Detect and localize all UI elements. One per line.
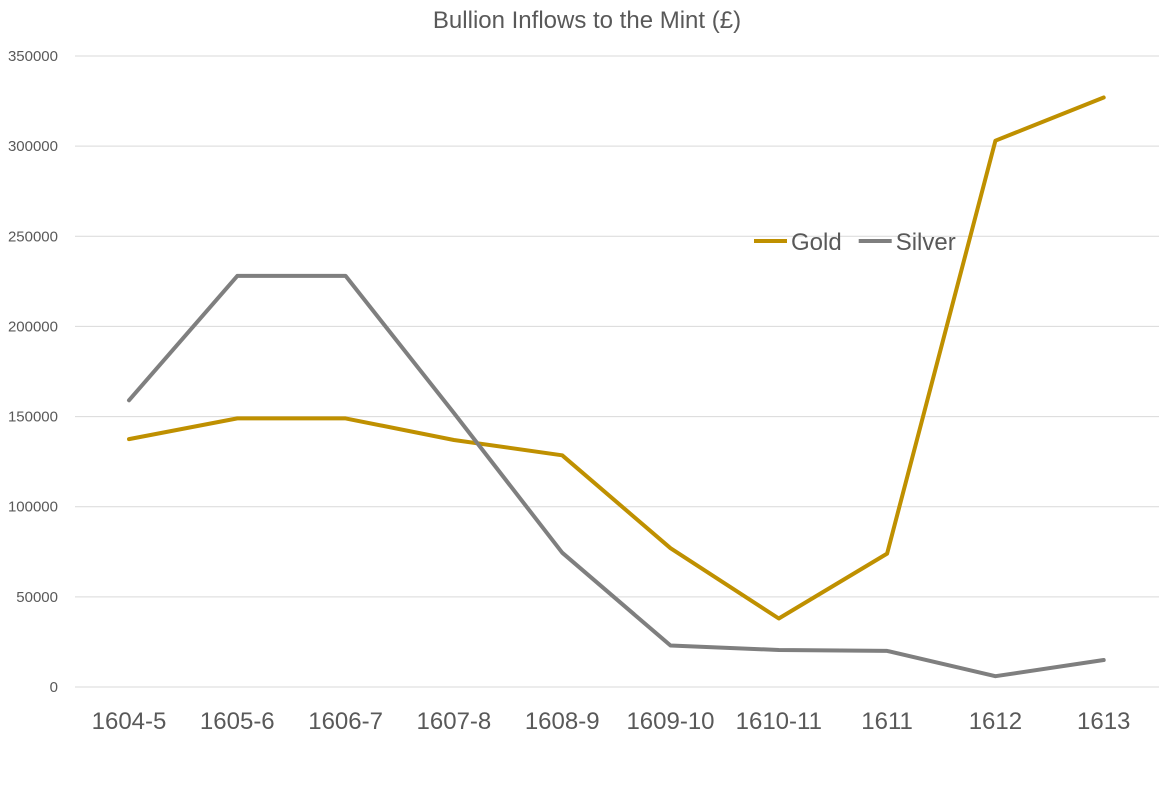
x-tick-label: 1605-6 — [200, 708, 275, 735]
y-tick-label: 100000 — [8, 499, 58, 516]
gridlines — [75, 56, 1159, 687]
series-gold — [129, 97, 1104, 618]
legend-item-gold: Gold — [754, 229, 842, 256]
x-tick-label: 1606-7 — [308, 708, 383, 735]
x-tick-label: 1612 — [969, 708, 1022, 735]
series-silver — [129, 276, 1104, 676]
series-line-silver — [129, 276, 1104, 676]
legend-label: Silver — [896, 229, 956, 256]
y-tick-label: 200000 — [8, 318, 58, 335]
y-tick-label: 150000 — [8, 409, 58, 426]
x-tick-label: 1611 — [861, 708, 913, 735]
x-tick-label: 1610-11 — [736, 708, 822, 735]
y-tick-label: 300000 — [8, 138, 58, 155]
legend: Gold Silver — [754, 229, 956, 256]
y-axis: 0 50000 100000 150000 200000 250000 300000 3500… — [8, 48, 58, 696]
legend-item-silver: Silver — [859, 229, 956, 256]
y-tick-label: 50000 — [16, 589, 58, 606]
y-tick-label: 0 — [50, 679, 58, 696]
chart-title: Bullion Inflows to the Mint (£) — [433, 7, 741, 34]
legend-label: Gold — [791, 229, 842, 256]
x-tick-label: 1607-8 — [417, 708, 492, 735]
x-tick-label: 1608-9 — [525, 708, 600, 735]
y-tick-label: 350000 — [8, 48, 58, 65]
y-tick-label: 250000 — [8, 228, 58, 245]
x-tick-label: 1604-5 — [92, 708, 167, 735]
x-tick-label: 1609-10 — [626, 708, 714, 735]
series-lines — [129, 97, 1104, 676]
x-axis: 1604-5 1605-6 1606-7 1607-8 1608-9 1609-10 161… — [92, 708, 1131, 735]
x-tick-label: 1613 — [1077, 708, 1130, 735]
series-line-gold — [129, 98, 1104, 619]
